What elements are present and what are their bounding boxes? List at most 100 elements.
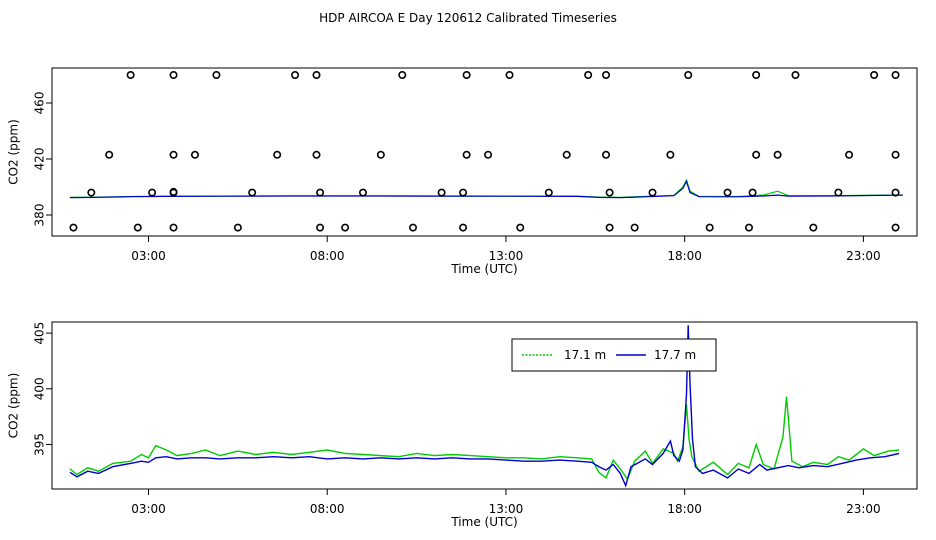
calibration-marker <box>190 150 199 159</box>
x-tick-label: 08:00 <box>310 502 345 516</box>
series-line-green <box>69 396 900 481</box>
top-panel-calibrated-markers: 03:00 08:00 13:00 18:00 23:00 380 420 460 Time… <box>7 67 918 276</box>
bottom-panel-x-axis-label: Time (UTC) <box>450 515 517 529</box>
calibration-marker <box>133 223 142 232</box>
x-tick-label: 13:00 <box>489 502 524 516</box>
calibration-marker <box>233 223 242 232</box>
calibration-marker <box>148 188 157 197</box>
calibration-marker <box>705 223 714 232</box>
calibration-marker <box>312 150 321 159</box>
calibration-marker <box>891 71 900 80</box>
x-tick-label: 13:00 <box>489 249 524 263</box>
bottom-panel-x-axis: 03:00 08:00 13:00 18:00 23:00 <box>131 489 881 516</box>
calibration-marker <box>584 71 593 80</box>
calibration-marker <box>891 223 900 232</box>
x-tick-label: 18:00 <box>667 502 702 516</box>
calibration-marker <box>891 150 900 159</box>
calibration-marker <box>870 71 879 80</box>
top-panel-series-lines <box>69 178 903 199</box>
calibration-marker <box>834 188 843 197</box>
bottom-panel-series-lines <box>69 325 900 488</box>
calibration-marker <box>605 223 614 232</box>
calibration-marker <box>773 150 782 159</box>
calibration-marker <box>169 150 178 159</box>
calibration-marker <box>316 188 325 197</box>
calibration-marker <box>516 223 525 232</box>
calibration-marker <box>630 223 639 232</box>
legend-label-17-7-m: 17.7 m <box>654 348 696 362</box>
calibration-marker <box>437 188 446 197</box>
calibration-marker <box>809 223 818 232</box>
calibration-marker <box>341 223 350 232</box>
calibration-marker <box>398 71 407 80</box>
calibration-marker <box>891 188 900 197</box>
y-tick-label: 380 <box>33 204 47 227</box>
calibration-marker <box>126 71 135 80</box>
calibration-marker <box>562 150 571 159</box>
calibration-marker <box>791 71 800 80</box>
legend: 17.1 m 17.7 m <box>511 338 717 372</box>
top-panel-frame <box>51 67 918 237</box>
top-panel-markers <box>69 71 900 232</box>
x-tick-label: 18:00 <box>667 249 702 263</box>
calibration-marker <box>684 71 693 80</box>
calibration-marker <box>169 187 178 196</box>
bottom-panel-line-chart: 03:00 08:00 13:00 18:00 23:00 395 400 405 Time… <box>7 321 918 529</box>
calibration-marker <box>87 188 96 197</box>
calibration-marker <box>648 188 657 197</box>
calibration-marker <box>462 150 471 159</box>
calibration-marker <box>248 188 257 197</box>
calibration-marker <box>409 223 418 232</box>
calibration-marker <box>459 188 468 197</box>
calibration-marker <box>169 71 178 80</box>
calibration-marker <box>505 71 514 80</box>
calibration-marker <box>358 188 367 197</box>
calibration-marker <box>169 223 178 232</box>
calibration-marker <box>605 188 614 197</box>
legend-box <box>511 338 717 372</box>
calibration-marker <box>752 71 761 80</box>
calibration-marker <box>312 71 321 80</box>
series-line-blue <box>69 325 900 488</box>
x-tick-label: 03:00 <box>131 249 166 263</box>
calibration-marker <box>745 223 754 232</box>
x-tick-label: 03:00 <box>131 502 166 516</box>
calibration-marker <box>544 188 553 197</box>
legend-label-17-1-m: 17.1 m <box>564 348 606 362</box>
calibration-marker <box>462 71 471 80</box>
y-tick-label: 420 <box>33 148 47 171</box>
calibration-marker <box>666 150 675 159</box>
top-panel-x-axis: 03:00 08:00 13:00 18:00 23:00 <box>131 236 881 263</box>
y-tick-label: 400 <box>33 377 47 400</box>
top-panel-y-axis: 380 420 460 <box>33 92 52 227</box>
calibration-marker <box>723 188 732 197</box>
y-tick-label: 405 <box>33 322 47 345</box>
calibration-marker <box>602 71 611 80</box>
calibration-marker <box>748 188 757 197</box>
figure-title: HDP AIRCOA E Day 120612 Calibrated Times… <box>319 11 617 25</box>
bottom-panel-y-axis: 395 400 405 <box>33 322 52 456</box>
top-panel-y-axis-label: CO2 (ppm) <box>7 119 21 185</box>
series-line-blue <box>69 179 903 199</box>
calibration-marker <box>291 71 300 80</box>
bottom-panel-y-axis-label: CO2 (ppm) <box>7 373 21 439</box>
calibration-marker <box>376 150 385 159</box>
calibration-marker <box>212 71 221 80</box>
x-tick-label: 23:00 <box>846 249 881 263</box>
calibration-marker <box>69 223 78 232</box>
y-tick-label: 395 <box>33 433 47 456</box>
x-tick-label: 23:00 <box>846 502 881 516</box>
calibration-marker <box>484 150 493 159</box>
x-tick-label: 08:00 <box>310 249 345 263</box>
calibration-marker <box>105 150 114 159</box>
calibration-marker <box>273 150 282 159</box>
calibration-marker <box>602 150 611 159</box>
calibration-marker <box>845 150 854 159</box>
calibration-marker <box>752 150 761 159</box>
bottom-panel-frame <box>51 321 918 490</box>
y-tick-label: 460 <box>33 92 47 115</box>
top-panel-x-axis-label: Time (UTC) <box>450 262 517 276</box>
calibration-marker <box>459 223 468 232</box>
calibration-marker <box>316 223 325 232</box>
